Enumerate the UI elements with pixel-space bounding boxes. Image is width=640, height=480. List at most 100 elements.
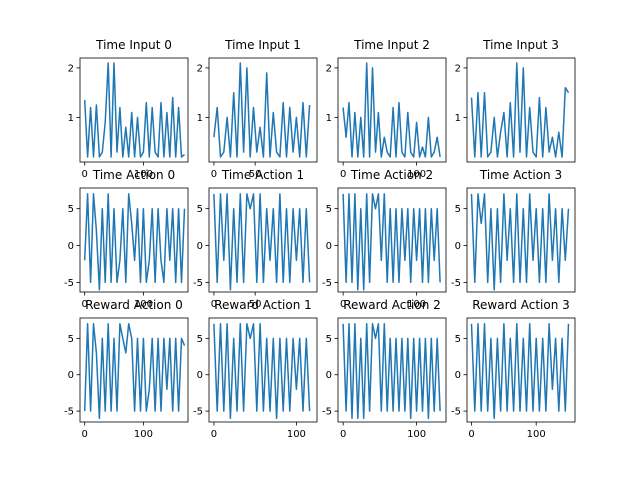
axes-frame — [79, 317, 189, 423]
x-tick-label: 50 — [249, 169, 262, 180]
subplot-title: Time Action 2 — [350, 168, 433, 182]
y-tick-label: 5 — [326, 204, 332, 215]
axes-frame — [208, 187, 318, 293]
y-tick-label: 5 — [68, 204, 74, 215]
subplot-3: 1 2 Time Input 3 — [455, 38, 576, 163]
series-line — [342, 323, 441, 420]
y-tick-label: 2 — [68, 63, 74, 74]
y-tick-label: 0 — [68, 370, 74, 381]
y-tick-label: 2 — [197, 63, 203, 74]
x-tick-label: 0 — [340, 169, 346, 180]
series-line — [470, 323, 570, 420]
x-tick-label: 100 — [287, 429, 306, 440]
y-tick-label: 5 — [455, 334, 461, 345]
y-tick-label: 0 — [455, 370, 461, 381]
axes-frame — [208, 57, 318, 163]
subplot-title: Reward Action 2 — [343, 298, 441, 312]
axes-frame — [79, 187, 189, 293]
x-tick-label: 100 — [134, 429, 153, 440]
y-tick-label: 2 — [455, 63, 461, 74]
series-line — [470, 62, 570, 158]
subplot-title: Time Input 3 — [482, 38, 559, 52]
x-tick-label: 50 — [249, 299, 262, 310]
subplot-7: -5 0 5 Time Action 3 — [451, 168, 576, 293]
series-line — [213, 193, 311, 291]
axes-frame — [466, 187, 576, 293]
axes-frame — [337, 57, 447, 163]
x-tick-label: 0 — [340, 299, 346, 310]
x-tick-label: 0 — [340, 429, 346, 440]
axes-frame — [79, 57, 189, 163]
y-tick-label: -5 — [193, 278, 203, 289]
axes-frame — [337, 187, 447, 293]
axes-frame — [337, 317, 447, 423]
y-tick-label: -5 — [193, 407, 203, 418]
subplot-title: Time Input 1 — [224, 38, 301, 52]
y-tick-label: 5 — [326, 334, 332, 345]
y-tick-label: -5 — [64, 407, 74, 418]
subplot-title: Time Action 3 — [479, 168, 562, 182]
subplot-2: 1 2 0 100 Time Input 2 — [326, 38, 447, 180]
y-tick-label: 0 — [197, 370, 203, 381]
axes-frame — [208, 317, 318, 423]
x-tick-label: 0 — [468, 429, 474, 440]
y-tick-label: 1 — [68, 113, 74, 124]
y-tick-label: 5 — [455, 204, 461, 215]
subplot-0: 1 2 0 100 Time Input 0 — [68, 38, 189, 180]
x-tick-label: 0 — [82, 299, 88, 310]
subplot-title: Reward Action 1 — [214, 298, 312, 312]
y-tick-label: -5 — [451, 407, 461, 418]
series-line — [470, 193, 570, 291]
y-tick-label: 0 — [455, 241, 461, 252]
y-tick-label: 0 — [197, 241, 203, 252]
subplot-title: Time Action 0 — [92, 168, 175, 182]
subplot-title: Reward Action 0 — [85, 298, 183, 312]
subplot-title: Reward Action 3 — [472, 298, 570, 312]
y-tick-label: -5 — [322, 407, 332, 418]
x-tick-label: 100 — [527, 429, 546, 440]
x-tick-label: 0 — [82, 169, 88, 180]
subplot-title: Time Action 1 — [221, 168, 304, 182]
x-tick-label: 0 — [211, 169, 217, 180]
y-tick-label: 1 — [326, 113, 332, 124]
x-tick-label: 100 — [407, 429, 426, 440]
y-tick-label: -5 — [322, 278, 332, 289]
subplot-title: Time Input 0 — [95, 38, 172, 52]
series-line — [342, 193, 441, 291]
series-line — [213, 62, 311, 158]
y-tick-label: 0 — [326, 241, 332, 252]
subplot-title: Time Input 2 — [353, 38, 430, 52]
x-tick-label: 100 — [134, 299, 153, 310]
y-tick-label: 1 — [197, 113, 203, 124]
x-tick-label: 0 — [211, 299, 217, 310]
series-line — [83, 323, 186, 420]
axes-frame — [466, 57, 576, 163]
y-tick-label: -5 — [64, 278, 74, 289]
x-tick-label: 100 — [407, 299, 426, 310]
y-tick-label: 2 — [326, 63, 332, 74]
axes-frame — [466, 317, 576, 423]
x-tick-label: 100 — [407, 169, 426, 180]
y-tick-label: 0 — [68, 241, 74, 252]
y-tick-label: -5 — [451, 278, 461, 289]
series-line — [83, 193, 186, 291]
y-tick-label: 1 — [455, 113, 461, 124]
y-tick-label: 5 — [197, 334, 203, 345]
x-tick-label: 100 — [134, 169, 153, 180]
series-line — [213, 323, 311, 420]
y-tick-label: 5 — [197, 204, 203, 215]
y-tick-label: 5 — [68, 334, 74, 345]
subplot-1: 1 2 0 50 Time Input 1 — [197, 38, 318, 180]
series-line — [342, 62, 441, 158]
x-tick-label: 0 — [211, 429, 217, 440]
x-tick-label: 0 — [82, 429, 88, 440]
series-line — [83, 62, 185, 158]
